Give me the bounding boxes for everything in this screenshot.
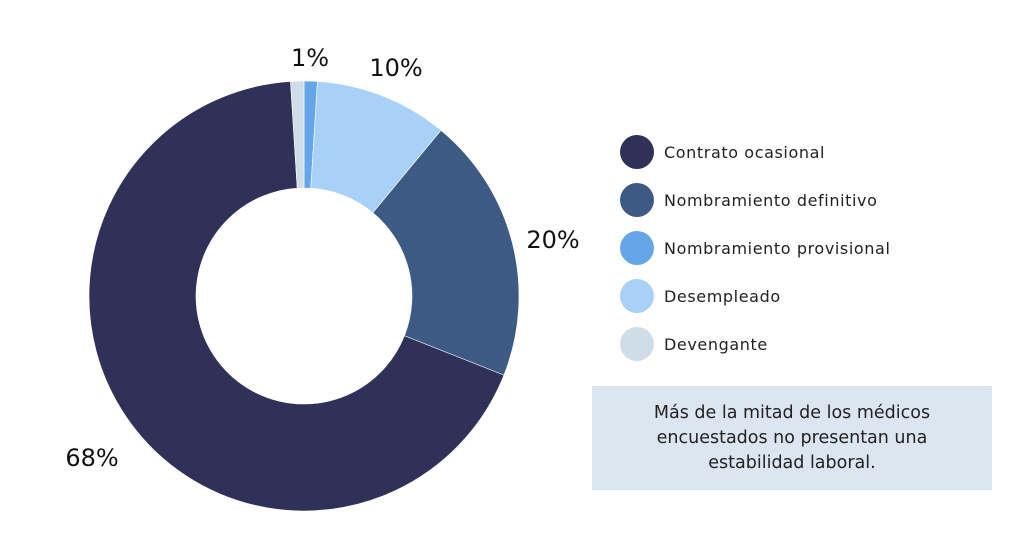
legend-item-desempleado: Desempleado: [620, 272, 891, 320]
data-label: 20%: [526, 226, 579, 254]
legend: Contrato ocasional Nombramiento definiti…: [620, 128, 891, 368]
slice-devengante: [290, 80, 305, 189]
legend-swatch: [620, 327, 654, 361]
legend-item-contrato-ocasional: Contrato ocasional: [620, 128, 891, 176]
donut-chart: 1% 10% 20% 68%: [65, 44, 580, 512]
legend-label: Nombramiento definitivo: [664, 190, 878, 210]
legend-label: Nombramiento provisional: [664, 238, 891, 258]
legend-item-nombramiento-definitivo: Nombramiento definitivo: [620, 176, 891, 224]
legend-label: Contrato ocasional: [664, 142, 826, 162]
legend-item-nombramiento-provisional: Nombramiento provisional: [620, 224, 891, 272]
data-label: 68%: [65, 444, 118, 472]
legend-swatch: [620, 135, 654, 169]
slice-nombramiento-definitivo: [372, 129, 520, 376]
legend-label: Desempleado: [664, 286, 781, 306]
slice-contrato-ocasional: [88, 81, 505, 512]
legend-swatch: [620, 183, 654, 217]
data-label: 10%: [369, 54, 422, 82]
legend-item-devengante: Devengante: [620, 320, 891, 368]
note-text: Más de la mitad de los médicos encuestad…: [653, 402, 931, 473]
data-label: 1%: [291, 44, 329, 72]
note-box: Más de la mitad de los médicos encuestad…: [592, 386, 992, 490]
legend-swatch: [620, 231, 654, 265]
legend-swatch: [620, 279, 654, 313]
legend-label: Devengante: [664, 334, 768, 354]
